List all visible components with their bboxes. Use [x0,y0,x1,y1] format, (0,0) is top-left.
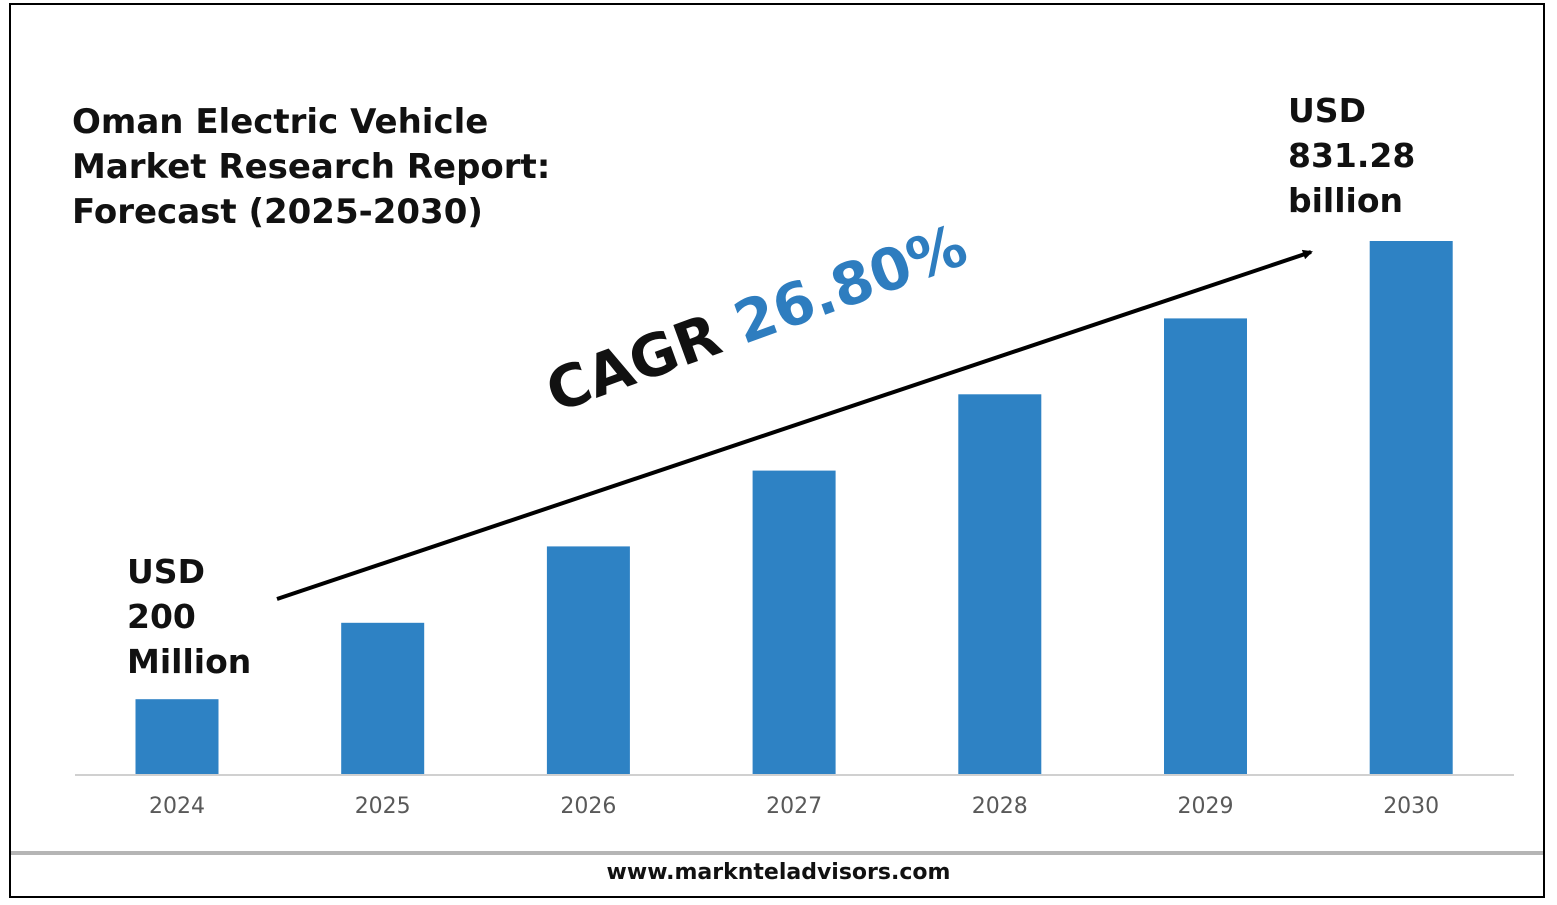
bar-2026 [546,546,630,775]
bar-2028 [958,394,1042,775]
bar-2025 [341,622,425,775]
bar-2029 [1164,318,1247,775]
bar-2030 [1369,241,1453,775]
end-label-line-1: USD [1288,91,1366,130]
start-label-line-2: 200 [127,597,196,636]
x-tick-label-2030: 2030 [1383,794,1439,819]
chart-title: Oman Electric Vehicle Market Research Re… [72,100,632,235]
footer-website: www.marknteladvisors.com [606,860,951,885]
bar-2024 [135,699,219,775]
start-label-line-1: USD [127,552,205,591]
x-axis-ticks: 2024 2025 2026 2027 2028 2029 2030 [149,794,1439,819]
x-tick-label-2025: 2025 [355,794,411,819]
footer-divider [11,851,1543,855]
x-tick-label-2027: 2027 [766,794,822,819]
bars-group [135,241,1453,775]
growth-arrow [276,249,1313,601]
title-line-2: Market Research Report: [72,147,551,187]
title-line-3: Forecast (2025-2030) [72,192,483,232]
end-label-line-2: 831.28 [1288,136,1416,175]
title-line-1: Oman Electric Vehicle [72,102,489,142]
start-label-line-3: Million [127,642,252,681]
bar-2027 [752,470,836,775]
x-tick-label-2028: 2028 [972,794,1028,819]
x-tick-label-2024: 2024 [149,794,205,819]
x-tick-label-2026: 2026 [560,794,616,819]
x-tick-label-2029: 2029 [1178,794,1234,819]
end-label-line-3: billion [1288,181,1404,220]
end-value-label: USD 831.28 billion [1288,88,1415,223]
start-value-label: USD 200 Million [127,549,251,684]
